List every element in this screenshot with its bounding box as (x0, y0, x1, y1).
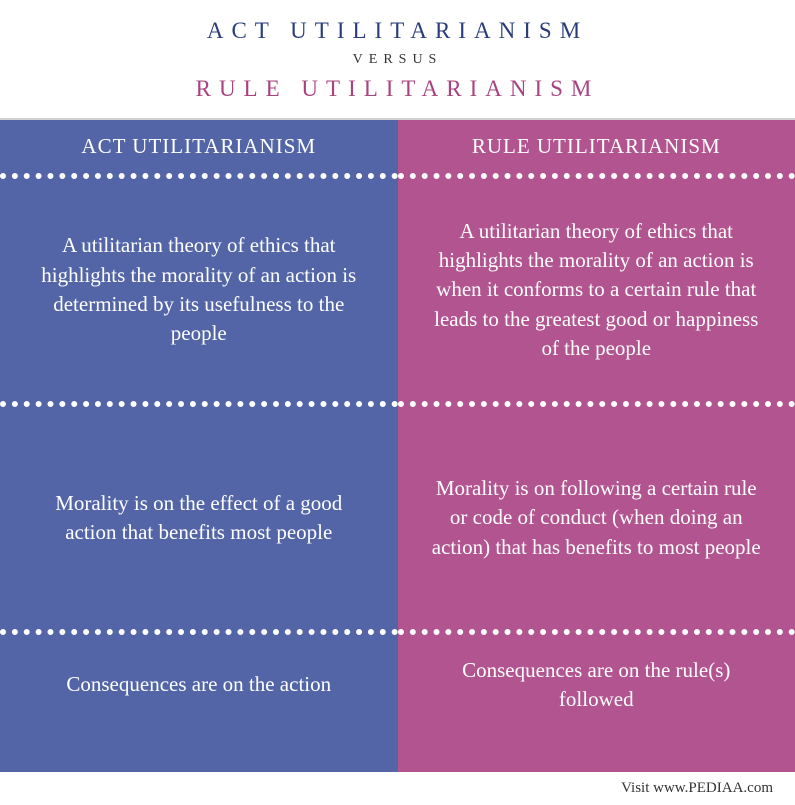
column-right-header: RULE UTILITARIANISM (398, 120, 795, 173)
cell-right-2: Morality is on following a certain rule … (398, 407, 795, 629)
cell-right-1: A utilitarian theory of ethics that high… (398, 179, 795, 401)
footer-credit: Visit www.PEDIAA.com (0, 772, 795, 805)
comparison-columns: ACT UTILITARIANISM A utilitarian theory … (0, 120, 795, 772)
cell-left-3: Consequences are on the action (0, 635, 398, 735)
column-left: ACT UTILITARIANISM A utilitarian theory … (0, 120, 398, 772)
title-rule: RULE UTILITARIANISM (10, 76, 785, 102)
cell-left-1: A utilitarian theory of ethics that high… (0, 179, 398, 401)
column-left-header: ACT UTILITARIANISM (0, 120, 398, 173)
header-section: ACT UTILITARIANISM VERSUS RULE UTILITARI… (0, 0, 795, 120)
cell-left-2: Morality is on the effect of a good acti… (0, 407, 398, 629)
versus-label: VERSUS (10, 52, 785, 68)
cell-right-3: Consequences are on the rule(s) followed (398, 635, 795, 735)
title-act: ACT UTILITARIANISM (10, 18, 785, 44)
column-right: RULE UTILITARIANISM A utilitarian theory… (398, 120, 795, 772)
